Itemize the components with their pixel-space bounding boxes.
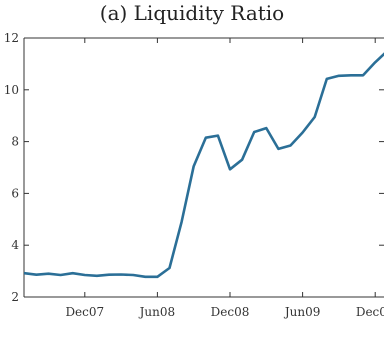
x-tick-label: Jun08 [138, 305, 176, 319]
y-tick-label: 4 [11, 238, 19, 252]
y-tick-label: 8 [11, 135, 19, 149]
axes [23, 37, 384, 298]
y-tick-label: 12 [4, 31, 19, 45]
x-tick-label: Jun09 [283, 305, 321, 319]
x-tick-label: Dec07 [65, 305, 104, 319]
chart-title: (a) Liquidity Ratio [100, 1, 284, 25]
x-axis-ticks: Dec07 Jun08 Dec08 Jun09 Dec09 [65, 38, 384, 319]
x-tick-label: Dec08 [211, 305, 250, 319]
y-tick-label: 6 [11, 186, 19, 200]
series-line-liquidity-ratio [24, 52, 384, 279]
y-tick-label: 10 [4, 83, 19, 97]
y-axis-ticks: 2 4 6 8 10 12 [4, 31, 384, 304]
series-group [24, 52, 384, 279]
x-tick-label: Dec09 [356, 305, 384, 319]
y-tick-label: 2 [11, 290, 19, 304]
